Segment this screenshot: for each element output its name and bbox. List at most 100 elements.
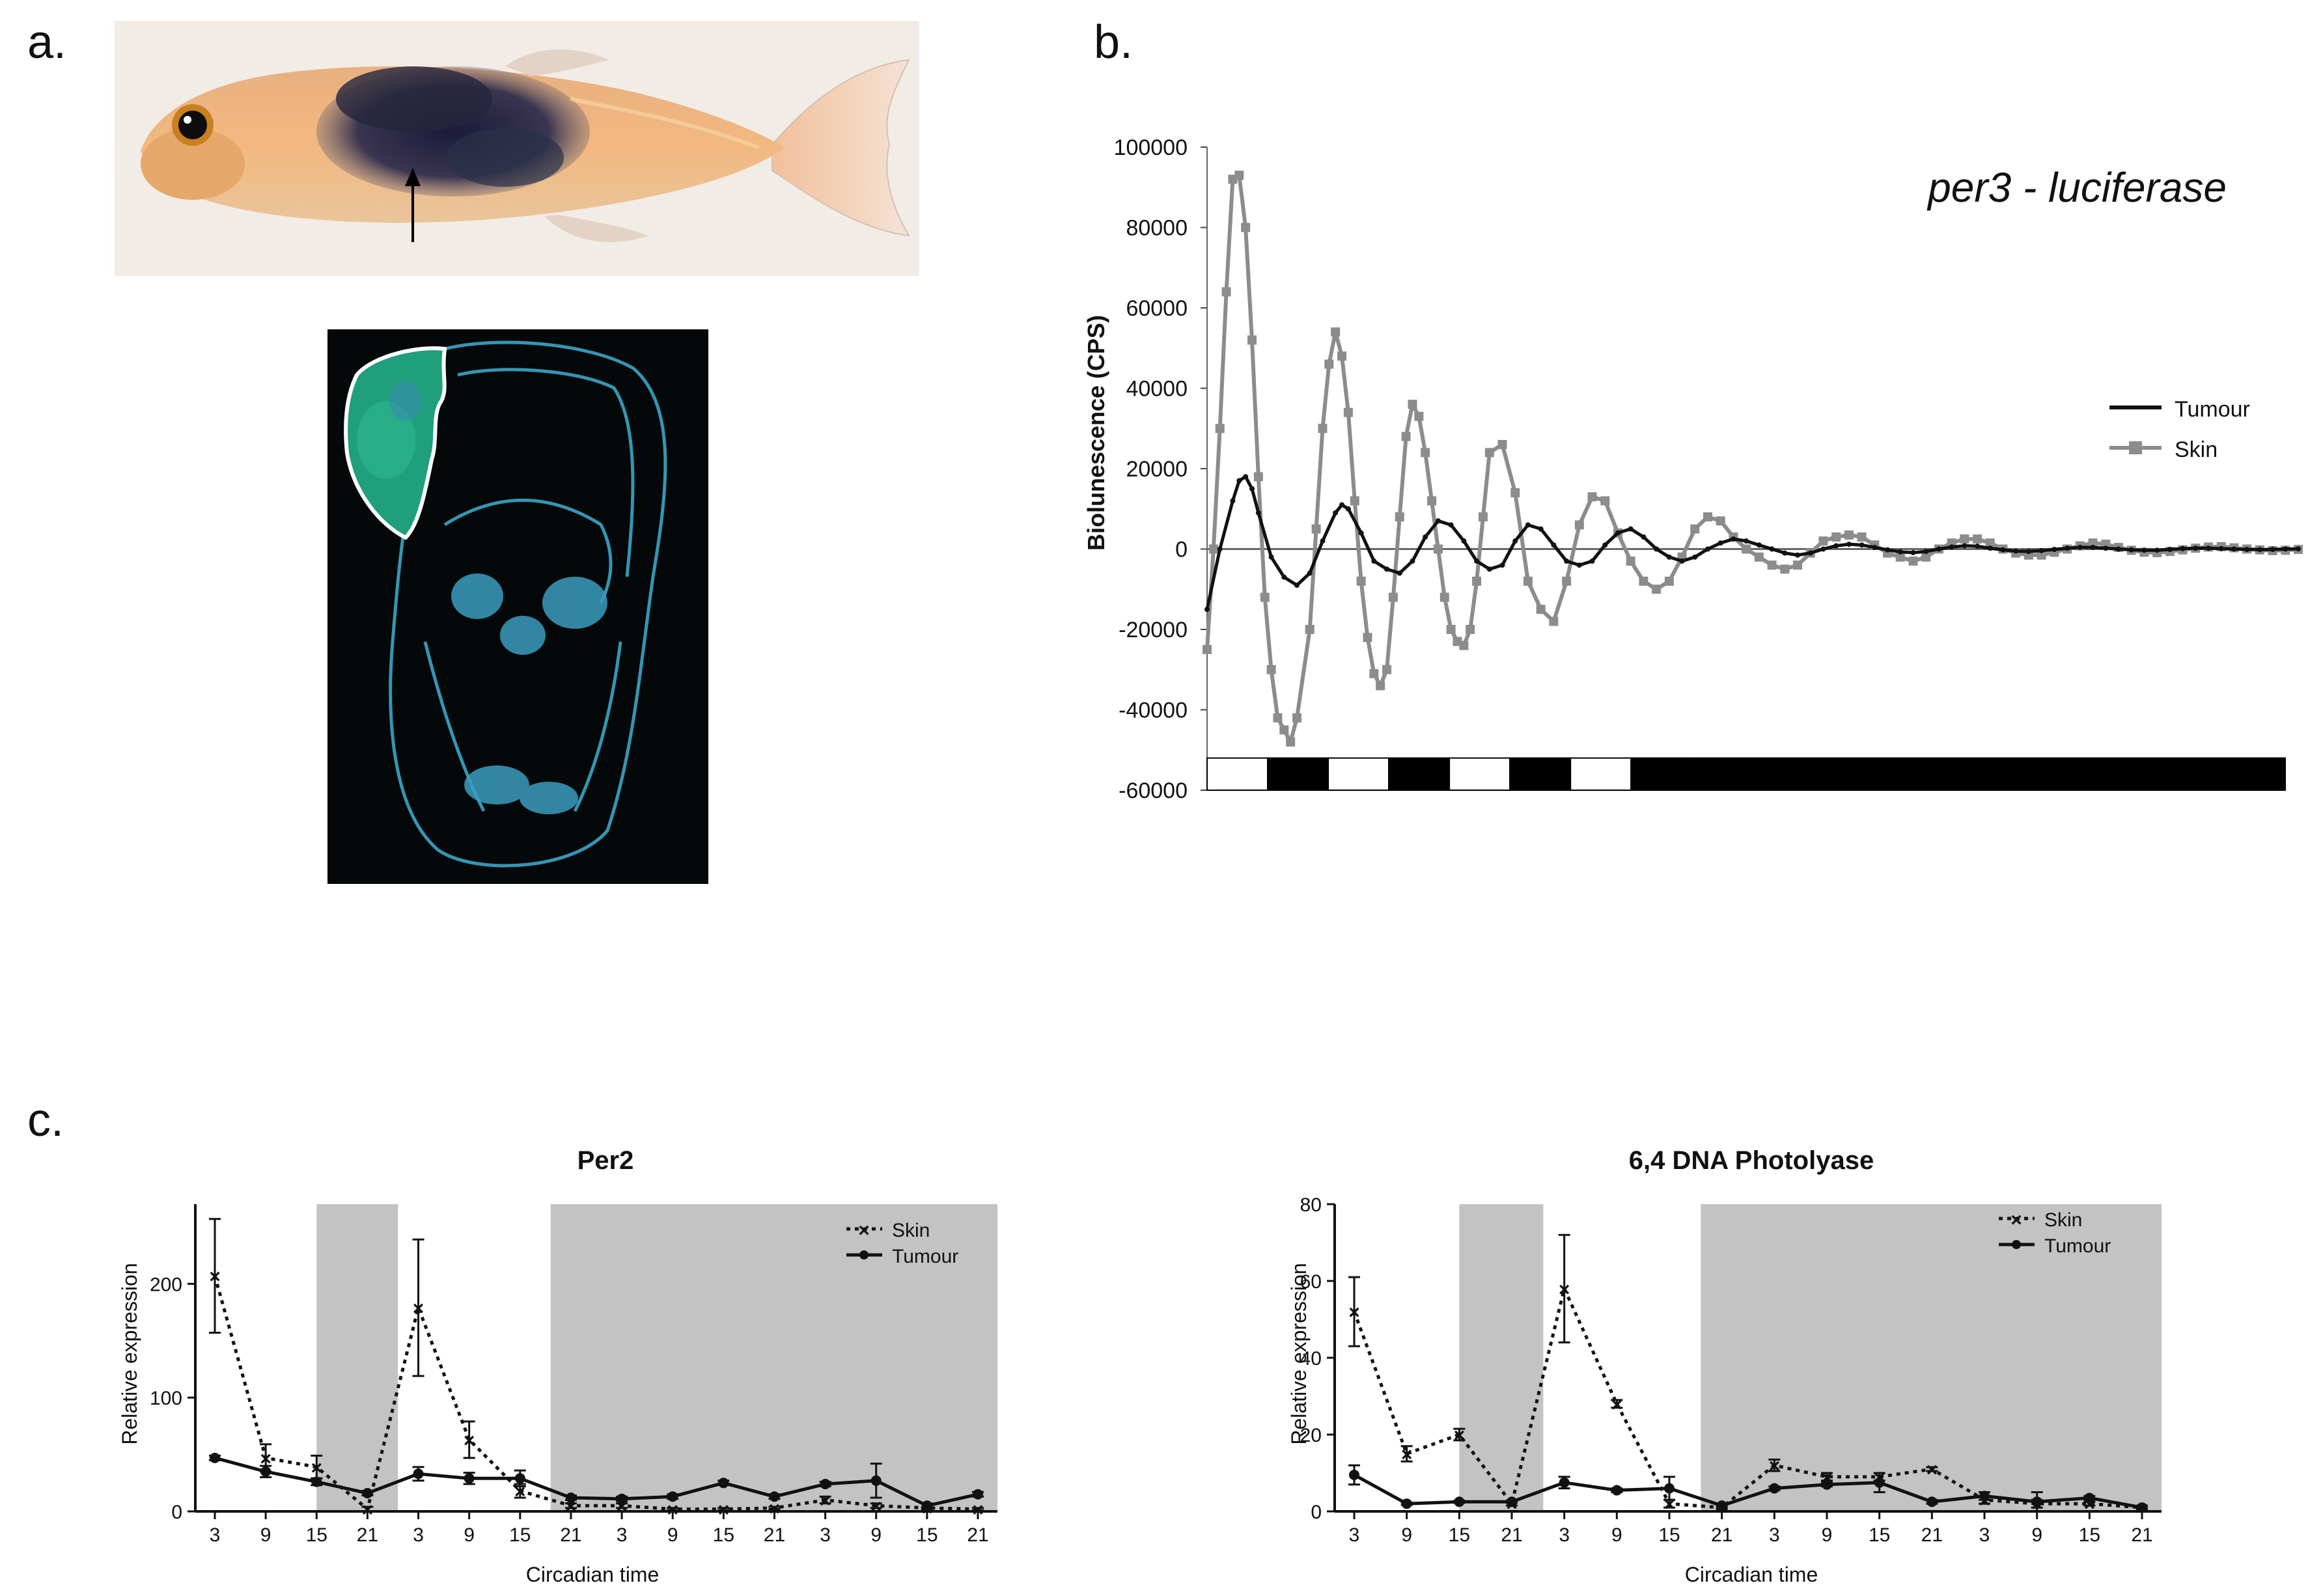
skin-point xyxy=(1324,359,1334,369)
bar-segment-dark xyxy=(1388,757,1451,791)
skin-point xyxy=(1664,576,1674,586)
tumour-point xyxy=(1499,562,1505,568)
legend-skin-label: Skin xyxy=(2044,1209,2082,1231)
tumour-point xyxy=(1401,1498,1412,1509)
tumour-point xyxy=(2137,1502,2147,1513)
tumour-point xyxy=(362,1488,373,1499)
skin-point xyxy=(1221,287,1231,297)
tumour-point xyxy=(1744,538,1749,544)
skin-point xyxy=(1472,576,1482,586)
skin-point xyxy=(1350,496,1359,506)
skin-point xyxy=(1793,560,1803,570)
tumour-point xyxy=(1454,1496,1465,1507)
skin-point xyxy=(1369,668,1379,678)
axes xyxy=(1206,147,2298,790)
tumour-point xyxy=(260,1466,271,1477)
skin-point xyxy=(1459,640,1469,650)
x-tick-label: 15 xyxy=(1449,1524,1470,1546)
skin-point xyxy=(1273,713,1283,722)
tumour-point xyxy=(2167,547,2173,553)
skin-point xyxy=(1716,516,1725,526)
tumour-point xyxy=(2065,545,2070,551)
tumour-point xyxy=(1349,1469,1359,1480)
skin-point xyxy=(1343,407,1353,417)
skin-point: × xyxy=(1611,1394,1623,1416)
x-tick-label: 21 xyxy=(764,1524,785,1546)
skin-point xyxy=(1446,625,1456,634)
series-line-skin xyxy=(1352,1287,2143,1509)
tumour-point xyxy=(1243,474,1249,480)
tumour-point xyxy=(1897,549,1903,555)
x-tick-label: 15 xyxy=(509,1524,531,1546)
tumour-point xyxy=(1423,534,1428,540)
tumour-point xyxy=(2283,546,2288,552)
tumour-point xyxy=(1474,558,1480,564)
x-tick-label: 21 xyxy=(1921,1524,1943,1546)
skin-point xyxy=(1754,552,1764,562)
skin-point xyxy=(2037,550,2046,560)
light-dark-bar xyxy=(1206,757,2286,791)
tumour-point xyxy=(1333,510,1339,516)
tumour-point xyxy=(1294,583,1300,588)
tumour-point xyxy=(1448,522,1454,528)
tumour-point xyxy=(1949,544,1954,550)
x-tick-label: 3 xyxy=(617,1524,628,1546)
tumour-point xyxy=(1397,570,1402,576)
tumour-point xyxy=(1249,486,1255,491)
skin-point xyxy=(1908,557,1918,566)
tumour-point xyxy=(1236,478,1242,484)
skin-point xyxy=(1260,592,1270,602)
y-tick-label: -20000 xyxy=(1119,618,1188,642)
tumour-point xyxy=(1371,558,1377,564)
dark-period xyxy=(1459,1204,1544,1511)
tumour-point xyxy=(2031,1496,2042,1507)
tumour-point xyxy=(1664,1483,1675,1494)
legend: × Skin Tumour xyxy=(846,1220,958,1267)
tumour-point xyxy=(870,1475,882,1486)
legend-skin-marker: × xyxy=(2010,1209,2022,1231)
x-tick-label: 9 xyxy=(260,1524,271,1546)
tumour-point xyxy=(413,1468,424,1479)
tumour-point xyxy=(1769,546,1775,552)
skin-point xyxy=(1587,492,1597,502)
photolyase-chart: 6,4 DNA Photolyase Relative expression C… xyxy=(1287,1146,2162,1586)
skin-point: × xyxy=(1559,1279,1570,1300)
skin-point xyxy=(1356,576,1366,586)
tumour-point xyxy=(1589,558,1595,564)
y-tick-label: 60000 xyxy=(1126,296,1188,321)
tumour-point xyxy=(2141,547,2147,553)
y-tick-label: 0 xyxy=(171,1502,182,1523)
tumour-point xyxy=(1611,1485,1622,1496)
skin-point xyxy=(1690,524,1700,534)
tumour-point xyxy=(2025,549,2031,555)
skin-point xyxy=(1466,625,1475,634)
tumour-point xyxy=(210,1452,220,1463)
tumour-point xyxy=(1559,1477,1570,1488)
tumour-point xyxy=(1936,546,1941,552)
tumour-point xyxy=(1551,542,1557,548)
tumour-point xyxy=(1795,552,1801,558)
skin-point xyxy=(1427,496,1437,506)
chart-title: per3 - luciferase xyxy=(1927,164,2227,211)
tumour-point xyxy=(820,1479,831,1490)
skin-point xyxy=(1234,171,1244,180)
tumour-point xyxy=(1512,538,1518,544)
y-tick-label: -60000 xyxy=(1119,778,1188,803)
tumour-point xyxy=(1718,540,1723,546)
skin-point: × xyxy=(1927,1459,1938,1481)
skin-point xyxy=(1478,512,1488,522)
tumour-point xyxy=(565,1493,576,1504)
skin-point xyxy=(1363,633,1372,642)
tumour-point xyxy=(1641,534,1647,540)
tumour-point xyxy=(921,1500,932,1511)
skin-point xyxy=(1286,737,1296,747)
bar-segment-light xyxy=(1570,757,1632,791)
tumour-point xyxy=(1979,1491,1990,1502)
x-tick-label: 21 xyxy=(357,1524,378,1546)
tumour-point xyxy=(1410,558,1415,564)
skin-point: × xyxy=(1348,1302,1360,1323)
tumour-point xyxy=(769,1491,780,1502)
y-axis-ticks: 100000 80000 60000 40000 20000 0 -20000 -40000 -… xyxy=(1114,135,1207,803)
x-tick-label: 9 xyxy=(1401,1524,1412,1546)
skin-point xyxy=(1382,665,1392,674)
